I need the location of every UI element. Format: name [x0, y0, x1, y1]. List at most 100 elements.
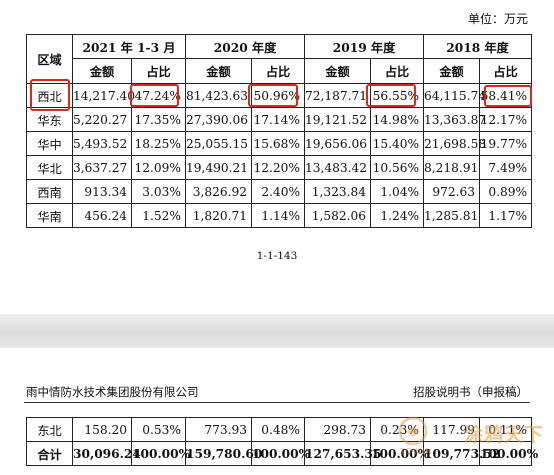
share-header: 占比 [370, 58, 425, 84]
amount-value: 25,055.15 [186, 136, 249, 151]
table-row: 华中 5,493.52 18.25% 25,055.15 15.68% 19,656.06… [26, 131, 533, 156]
share-cell: 1.04% [370, 179, 425, 204]
page-number: 1-1-143 [256, 250, 298, 262]
amount-cell: 64,115.74 [423, 83, 486, 108]
amount-cell: 1,582.06 [304, 203, 372, 228]
share-value: 1.24% [380, 208, 420, 223]
document-title: 招股说明书（申报稿） [413, 385, 528, 399]
amount-cell: 773.93 [185, 417, 252, 442]
share-value: 0.11% [488, 422, 527, 437]
amount-cell: 159,780.60 [185, 441, 262, 466]
share-value: 1.14% [261, 208, 301, 223]
share-cell: 100.00% [131, 441, 190, 466]
amount-cell: 158.20 [72, 417, 132, 442]
share-value: 17.35% [134, 112, 182, 127]
amount-value: 19,490.21 [186, 160, 249, 175]
amount-value: 21,698.58 [424, 136, 487, 151]
share-value: 15.40% [372, 136, 420, 151]
period-header: 2018 年度 [423, 34, 533, 59]
share-value: 7.49% [488, 160, 528, 175]
share-cell: 7.49% [479, 155, 533, 180]
amount-cell: 14,217.40 [72, 83, 135, 108]
amount-value: 913.34 [84, 184, 127, 199]
share-cell: 1.17% [479, 203, 533, 228]
share-value: 58.41% [480, 88, 528, 103]
amount-cell: 25,055.15 [185, 131, 253, 156]
table-row: 西北 14,217.40 47.24% 81,423.63 50.96% 72,187.7… [26, 83, 533, 108]
amount-value: 27,390.06 [186, 112, 249, 127]
share-value: 56.55% [372, 88, 420, 103]
region-cell: 华中 [26, 131, 73, 156]
share-cell: 0.89% [479, 179, 533, 204]
table-row: 华北 3,637.27 12.09% 19,490.21 12.20% 13,483.42… [26, 155, 533, 180]
amount-value: 19,656.06 [305, 136, 368, 151]
share-value: 12.20% [253, 160, 301, 175]
regional-revenue-table-continued: 东北 158.20 0.53% 773.93 0.48% 298.73 0.23% 117.9… [26, 417, 538, 466]
amount-cell: 19,121.52 [304, 107, 372, 132]
amount-cell: 13,483.42 [304, 155, 372, 180]
share-cell: 15.68% [251, 131, 306, 156]
company-name: 雨中情防水技术集团股份有限公司 [26, 385, 199, 399]
share-value: 0.89% [488, 184, 528, 199]
amount-cell: 1,820.71 [185, 203, 253, 228]
amount-header: 金额 [72, 58, 132, 84]
amount-cell: 5,493.52 [72, 131, 132, 156]
amount-value: 3,637.27 [73, 160, 128, 175]
amount-value: 127,653.35 [305, 446, 382, 461]
amount-value: 30,096.24 [73, 446, 141, 461]
amount-value: 159,780.60 [186, 446, 263, 461]
share-cell: 50.96% [251, 83, 306, 108]
document-page-2: 雨中情防水技术集团股份有限公司 招股说明书（申报稿） 东北 158.20 0.53%… [0, 348, 554, 475]
share-value: 3.03% [142, 184, 182, 199]
share-value: 2.40% [261, 184, 301, 199]
amount-value: 1,820.71 [192, 208, 248, 223]
share-cell: 56.55% [370, 83, 425, 108]
amount-cell: 19,656.06 [304, 131, 372, 156]
share-value: 100.00% [371, 446, 430, 461]
region-cell: 华南 [26, 203, 73, 228]
amount-value: 773.93 [204, 422, 247, 437]
header-rule [24, 402, 530, 403]
share-value: 1.52% [142, 208, 182, 223]
share-value: 15.68% [253, 136, 301, 151]
share-value: 1.04% [380, 184, 420, 199]
share-value: 100.00% [132, 446, 191, 461]
share-value: 100.00% [252, 446, 311, 461]
share-value: 47.24% [134, 88, 182, 103]
amount-value: 298.73 [323, 422, 366, 437]
amount-value: 117.99 [432, 422, 475, 437]
share-value: 14.98% [372, 112, 420, 127]
share-cell: 1.24% [370, 203, 425, 228]
amount-cell: 13,363.87 [423, 107, 486, 132]
amount-cell: 3,826.92 [185, 179, 253, 204]
amount-value: 19,121.52 [305, 112, 368, 127]
share-value: 17.14% [253, 112, 301, 127]
amount-value: 158.20 [84, 422, 127, 437]
amount-header: 金额 [423, 58, 481, 84]
share-cell: 47.24% [130, 83, 187, 108]
table-subheader-row: 金额 占比 金额 占比 金额 占比 金额 占比 [27, 58, 533, 84]
share-cell: 15.40% [370, 131, 425, 156]
period-header: 2020 年度 [185, 34, 306, 59]
amount-cell: 117.99 [423, 417, 480, 442]
amount-cell: 5,220.27 [72, 107, 132, 132]
amount-value: 5,493.52 [73, 136, 128, 151]
table-row: 东北 158.20 0.53% 773.93 0.48% 298.73 0.23% 117.9… [26, 417, 532, 442]
watermark-subtext: TOWIN [400, 447, 433, 456]
amount-value: 1,285.81 [424, 208, 479, 223]
amount-cell: 19,490.21 [185, 155, 253, 180]
share-cell: 10.56% [370, 155, 425, 180]
watermark-logo-icon [398, 416, 428, 446]
amount-header: 金额 [185, 58, 253, 84]
share-cell: 100.00% [479, 441, 538, 466]
region-cell: 西南 [26, 179, 73, 204]
amount-cell: 972.63 [423, 179, 481, 204]
region-cell: 华北 [26, 155, 73, 180]
share-cell: 0.48% [251, 417, 305, 442]
share-cell: 17.35% [130, 107, 187, 132]
region-header: 区域 [26, 34, 73, 84]
share-cell: 1.14% [251, 203, 306, 228]
share-cell: 100.00% [251, 441, 310, 466]
share-cell: 12.17% [479, 107, 533, 132]
amount-value: 81,423.63 [186, 88, 249, 103]
